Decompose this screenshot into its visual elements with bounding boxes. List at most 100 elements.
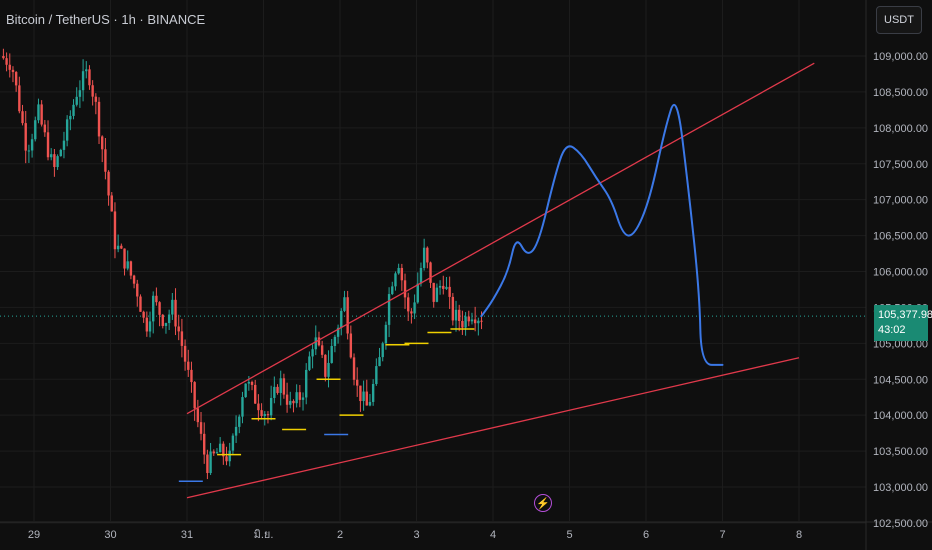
time-axis[interactable]: 29 30 31 มิ.ย. 2 3 4 5 6 7 8 — [28, 529, 802, 541]
candle-body — [177, 326, 180, 332]
candle-body — [37, 104, 40, 121]
candle-body — [320, 345, 324, 355]
y-tick-label: 109,000.00 — [873, 51, 928, 63]
candle-body — [139, 296, 142, 312]
candle-body — [53, 154, 56, 168]
candle-body — [142, 311, 145, 318]
candle-body — [21, 111, 24, 124]
price-axis[interactable]: 109,000.00 108,500.00 108,000.00 107,500.00… — [873, 51, 928, 530]
y-tick-label: 103,000.00 — [873, 482, 928, 494]
y-tick-label: 106,000.00 — [873, 267, 928, 279]
candle-body — [362, 391, 365, 402]
candle-body — [190, 369, 193, 383]
candle-body — [206, 454, 209, 474]
candle-body — [273, 386, 276, 398]
candle-body — [384, 324, 388, 344]
candle-body — [50, 154, 53, 158]
candle-body — [34, 120, 37, 140]
x-tick-label: 2 — [337, 529, 343, 541]
candle-body — [209, 451, 212, 474]
candle-body — [225, 456, 228, 462]
x-tick-label: 29 — [28, 529, 40, 541]
candle-body — [410, 311, 413, 314]
candle-body — [81, 71, 85, 91]
candle-body — [435, 287, 439, 302]
candle-body — [193, 382, 196, 409]
candle-body — [349, 333, 353, 358]
candle-body — [365, 391, 368, 406]
candle-body — [314, 337, 317, 350]
candle-body — [158, 302, 161, 315]
candle-body — [336, 327, 340, 337]
candle-body — [298, 392, 302, 400]
candle-body — [152, 295, 155, 322]
candle-body — [174, 299, 177, 327]
candle-body — [24, 123, 27, 151]
candle-body — [416, 283, 419, 303]
candle-body — [145, 317, 149, 332]
candle-body — [228, 450, 231, 462]
candle-body — [470, 319, 474, 322]
candle-body — [407, 297, 410, 312]
x-tick-label: มิ.ย. — [254, 529, 274, 541]
candle-body — [238, 416, 241, 427]
candle-body — [5, 58, 8, 65]
candle-body — [346, 297, 349, 334]
currency-button[interactable]: USDT — [876, 6, 922, 34]
candle-body — [27, 150, 31, 152]
candle-body — [203, 433, 206, 455]
candle-body — [276, 386, 279, 393]
candle-body — [18, 85, 21, 112]
candle-body — [62, 140, 66, 150]
y-tick-label: 106,500.00 — [873, 231, 928, 243]
candle-body — [126, 261, 129, 269]
x-tick-label: 30 — [104, 529, 116, 541]
y-tick-label: 104,000.00 — [873, 410, 928, 422]
candle-body — [120, 245, 123, 249]
lightning-icon[interactable]: ⚡ — [534, 494, 552, 512]
candle-body — [448, 286, 451, 297]
candle-body — [231, 435, 235, 451]
candle-body — [352, 357, 356, 380]
candle-body — [426, 247, 429, 263]
upper-trendline — [186, 62, 815, 415]
y-tick-label: 102,500.00 — [873, 518, 928, 530]
candle-body — [164, 323, 168, 326]
x-tick-label: 7 — [719, 529, 725, 541]
candle-body — [136, 283, 139, 297]
candle-body — [257, 403, 260, 411]
candle-body — [199, 422, 203, 434]
candle-body — [167, 314, 171, 324]
candle-body — [254, 384, 257, 404]
candle-body — [59, 149, 62, 157]
x-tick-label: 6 — [643, 529, 649, 541]
y-tick-label: 108,000.00 — [873, 123, 928, 135]
candle-body — [65, 119, 69, 141]
candle-body — [285, 394, 289, 405]
candle-body — [301, 397, 305, 400]
last-price-tag: 105,377.98 43:02 — [874, 305, 932, 341]
candle-body — [222, 443, 225, 457]
candle-body — [30, 139, 34, 151]
candle-body — [378, 357, 381, 367]
lower-trendline — [186, 357, 800, 499]
candle-body — [85, 69, 88, 72]
candle-body — [324, 354, 327, 377]
x-tick-label: 8 — [796, 529, 802, 541]
candle-body — [88, 69, 91, 86]
candle-body — [212, 451, 215, 454]
candle-body — [292, 400, 295, 404]
candle-body — [129, 261, 133, 276]
symbol-title: Bitcoin / TetherUS · 1h · BINANCE — [6, 12, 206, 27]
candle-body — [215, 452, 219, 454]
candle-body — [69, 115, 72, 120]
candle-body — [295, 392, 298, 404]
candle-body — [72, 104, 75, 116]
candle-body — [94, 96, 98, 102]
candle-body — [8, 64, 11, 70]
candle-body — [330, 345, 333, 363]
candle-body — [467, 316, 470, 322]
candle-body — [187, 361, 190, 370]
